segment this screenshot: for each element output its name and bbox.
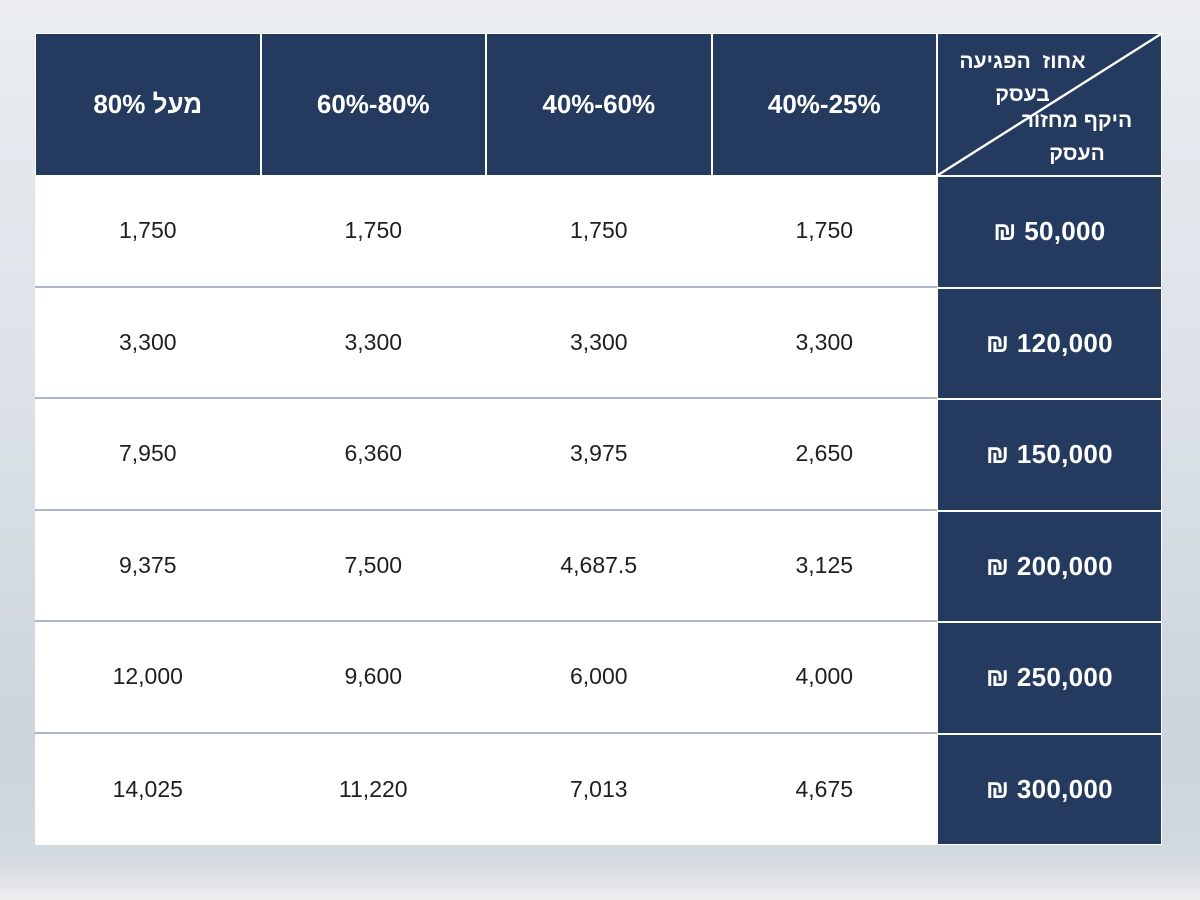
data-cell: 11,220 [260, 733, 486, 845]
col-header-label: 60%-80% [316, 89, 430, 119]
data-cell: 3,300 [260, 287, 486, 399]
data-cell: 3,300 [711, 287, 937, 399]
col-header-label: 40%-60% [542, 89, 656, 119]
cell-value: 7,013 [569, 775, 628, 802]
data-cell: 2,650 [711, 399, 937, 511]
data-cell: 7,013 [486, 733, 712, 845]
data-cell: 9,600 [260, 622, 486, 734]
data-cell: 9,375 [35, 510, 261, 622]
cell-value: 3,300 [118, 328, 177, 355]
data-cell: 1,750 [711, 176, 937, 288]
row-header-label: ₪ 200,000 [986, 550, 1113, 581]
col-header-over-80: מעל 80% [35, 33, 261, 176]
cell-value: 1,750 [118, 217, 177, 244]
cell-value: 3,125 [795, 551, 854, 578]
row-header-250000: ₪ 250,000 [937, 622, 1162, 734]
col-header-60-80: 60%-80% [260, 33, 486, 176]
cell-value: 4,000 [795, 663, 854, 690]
cell-value: 12,000 [112, 663, 183, 690]
row-header-300000: ₪ 300,000 [937, 733, 1162, 845]
data-cell: 12,000 [35, 622, 261, 734]
cell-value: 3,975 [569, 440, 628, 467]
cell-value: 3,300 [344, 328, 403, 355]
row-header-label: ₪ 300,000 [986, 773, 1113, 804]
data-cell: 14,025 [35, 733, 261, 845]
data-cell: 4,675 [711, 733, 937, 845]
cell-value: 6,000 [569, 663, 628, 690]
cell-value: 6,360 [344, 440, 403, 467]
row-header-label: ₪ 150,000 [986, 439, 1113, 470]
cell-value: 9,375 [118, 551, 177, 578]
damage-axis-label: אחוז הפגיעה בעסק [959, 50, 1086, 106]
col-header-25-40: 40%-25% [711, 33, 937, 176]
data-cell: 3,300 [35, 287, 261, 399]
data-cell: 7,950 [35, 399, 261, 511]
row-header-label: ₪ 50,000 [993, 216, 1106, 247]
row-header-120000: ₪ 120,000 [937, 287, 1162, 399]
col-header-40-60: 40%-60% [486, 33, 712, 176]
data-cell: 6,360 [260, 399, 486, 511]
row-header-50000: ₪ 50,000 [937, 176, 1162, 288]
row-header-label: ₪ 120,000 [986, 327, 1113, 358]
row-header-label: ₪ 250,000 [986, 662, 1113, 693]
cell-value: 11,220 [338, 775, 408, 802]
col-header-label: מעל 80% [93, 89, 203, 119]
cell-value: 7,500 [344, 551, 403, 578]
row-header-150000: ₪ 150,000 [937, 399, 1162, 511]
cell-value: 4,687.5 [560, 551, 638, 578]
row-header-200000: ₪ 200,000 [937, 510, 1162, 622]
cell-value: 2,650 [795, 440, 854, 467]
cell-value: 14,025 [112, 775, 183, 802]
data-cell: 3,975 [486, 399, 712, 511]
cell-value: 7,950 [118, 440, 177, 467]
data-cell: 1,750 [35, 176, 261, 288]
data-cell: 1,750 [260, 176, 486, 288]
data-cell: 6,000 [486, 622, 712, 734]
data-cell: 3,125 [711, 510, 937, 622]
cell-value: 3,300 [795, 328, 854, 355]
slide-bottom-edge [0, 893, 1200, 900]
diagonal-divider-line [938, 34, 1161, 175]
data-cell: 4,687.5 [486, 510, 712, 622]
cell-value: 1,750 [795, 217, 854, 244]
cell-value: 3,300 [569, 328, 628, 355]
data-cell: 3,300 [486, 287, 712, 399]
damage-vs-turnover-table: מעל 80% 60%-80% 40%-60% 40%-25% אחוז הפג… [35, 33, 1162, 845]
cell-value: 1,750 [344, 217, 403, 244]
cell-value: 1,750 [569, 217, 628, 244]
cell-value: 4,675 [795, 775, 854, 802]
data-cell: 4,000 [711, 622, 937, 734]
cell-value: 9,600 [344, 663, 403, 690]
data-cell: 1,750 [486, 176, 712, 288]
col-header-label: 40%-25% [767, 89, 881, 119]
turnover-axis-label: היקף מחזור העסק [1021, 109, 1133, 165]
corner-header-cell: אחוז הפגיעה בעסק היקף מחזור העסק [937, 33, 1162, 176]
data-cell: 7,500 [260, 510, 486, 622]
